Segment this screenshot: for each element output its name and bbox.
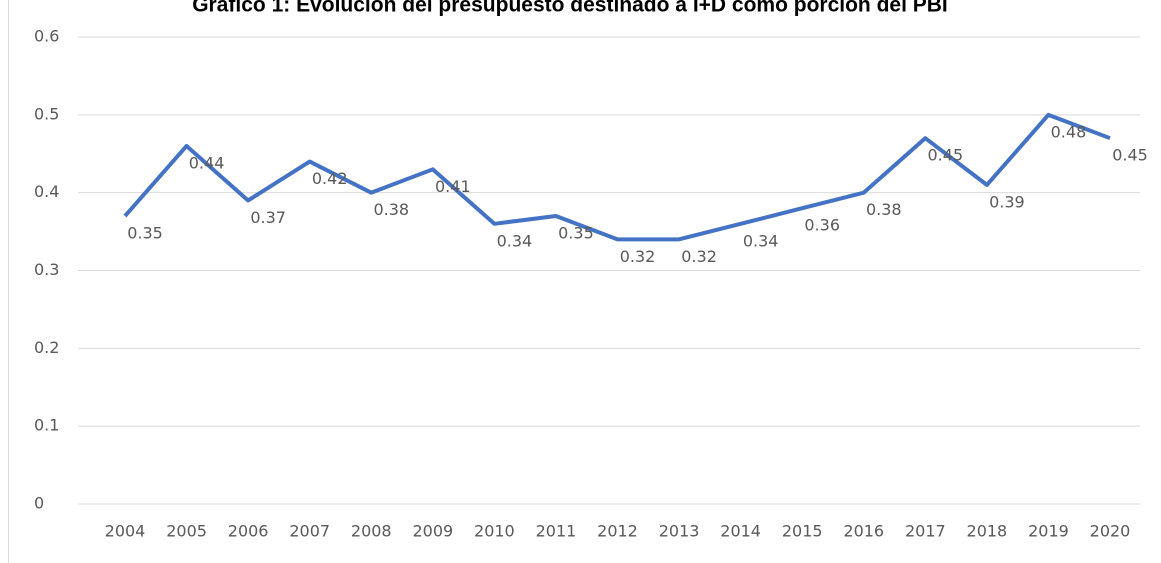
x-tick-label: 2009 [412,522,453,541]
data-label: 0.48 [1051,122,1087,141]
data-label: 0.45 [1112,146,1148,165]
data-line [123,112,1111,242]
x-tick-label: 2015 [782,522,823,541]
y-tick-label: 0 [34,494,44,513]
data-label: 0.32 [620,247,656,266]
data-label: 0.45 [928,146,964,165]
x-tick-label: 2005 [166,522,207,541]
data-label: 0.32 [681,247,717,266]
data-label: 0.35 [558,224,594,243]
x-tick-label: 2006 [228,522,269,541]
y-tick-label: 0.1 [34,416,59,435]
x-tick-label: 2012 [597,522,638,541]
x-tick-label: 2008 [351,522,392,541]
x-tick-label: 2020 [1090,522,1131,541]
y-tick-label: 0.4 [34,182,59,201]
y-tick-label: 0.6 [34,27,59,46]
y-tick-label: 0.5 [34,104,59,123]
x-tick-label: 2010 [474,522,515,541]
data-label: 0.42 [312,169,348,188]
x-tick-label: 2016 [843,522,884,541]
x-tick-label: 2013 [659,522,700,541]
x-tick-label: 2014 [720,522,761,541]
data-label: 0.38 [866,200,902,219]
y-tick-label: 0.2 [34,338,59,357]
x-tick-label: 2007 [289,522,330,541]
data-label: 0.34 [497,231,533,250]
x-tick-label: 2004 [105,522,146,541]
data-label: 0.41 [435,177,471,196]
data-label: 0.38 [373,200,409,219]
y-tick-label: 0.3 [34,260,59,279]
x-tick-label: 2017 [905,522,946,541]
data-label: 0.44 [189,153,225,172]
x-tick-label: 2019 [1028,522,1069,541]
data-label: 0.34 [743,231,779,250]
data-label: 0.35 [127,224,163,243]
data-label: 0.37 [250,208,286,227]
data-label: 0.36 [804,216,840,235]
chart-title: Gráfico 1: Evolución del presupuesto des… [192,0,948,17]
data-label: 0.39 [989,192,1025,211]
x-tick-label: 2018 [967,522,1008,541]
x-tick-label: 2011 [536,522,577,541]
